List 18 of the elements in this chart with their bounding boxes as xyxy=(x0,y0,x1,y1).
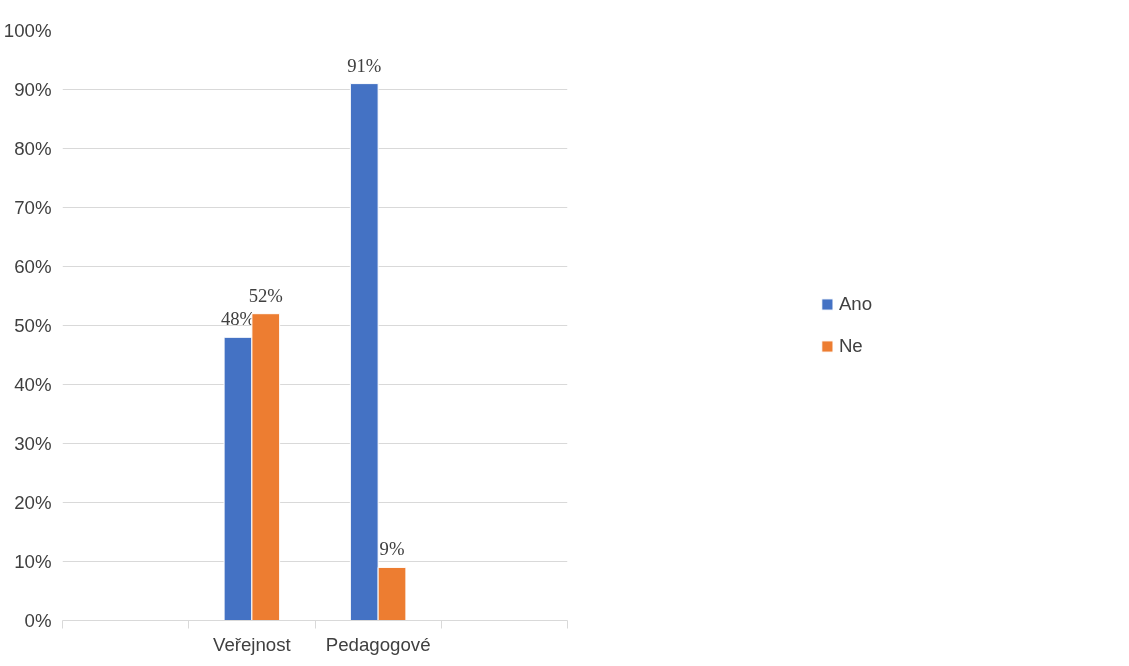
y-tick-label: 60% xyxy=(14,256,52,277)
data-label: 9% xyxy=(379,538,405,560)
y-tick-label: 30% xyxy=(14,433,52,454)
y-tick-label: 10% xyxy=(14,551,52,572)
legend-label: Ano xyxy=(838,293,873,315)
data-label: 91% xyxy=(347,54,382,76)
y-tick-label: 20% xyxy=(14,492,52,513)
y-tick-label: 70% xyxy=(14,197,52,218)
x-tick-label: Veřejnost xyxy=(212,633,292,655)
y-tick-label: 90% xyxy=(14,79,52,100)
x-tick-label: Pedagogové xyxy=(325,633,431,655)
y-tick-label: 50% xyxy=(14,315,52,336)
y-tick-label: 40% xyxy=(14,374,52,395)
legend-label: Ne xyxy=(838,335,863,357)
y-tick-label: 100% xyxy=(3,20,52,41)
data-label: 52% xyxy=(248,284,283,306)
y-tick-label: 80% xyxy=(14,138,52,159)
y-tick-label: 0% xyxy=(24,610,52,631)
